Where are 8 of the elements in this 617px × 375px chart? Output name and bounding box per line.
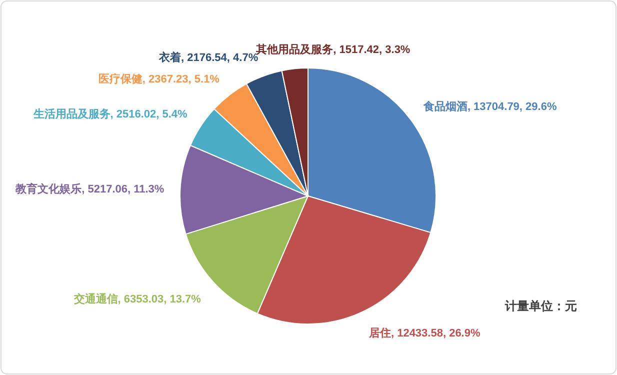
slice-label: 医疗保健, 2367.23, 5.1% [98, 72, 220, 86]
slice-label: 交通通信, 6353.03, 13.7% [72, 292, 202, 306]
text: 计量单位：元 [504, 299, 577, 313]
slice-label: 生活用品及服务, 2516.02, 5.4% [32, 107, 188, 120]
slice-label: 其他用品及服务, 1517.42, 3.3% [255, 42, 410, 56]
slice-label: 食品烟酒, 13704.79, 29.6% [422, 100, 557, 113]
slice-label: 教育文化娱乐, 5217.06, 11.3% [14, 182, 164, 196]
slice-label: 居住, 12433.58, 26.9% [368, 327, 480, 340]
